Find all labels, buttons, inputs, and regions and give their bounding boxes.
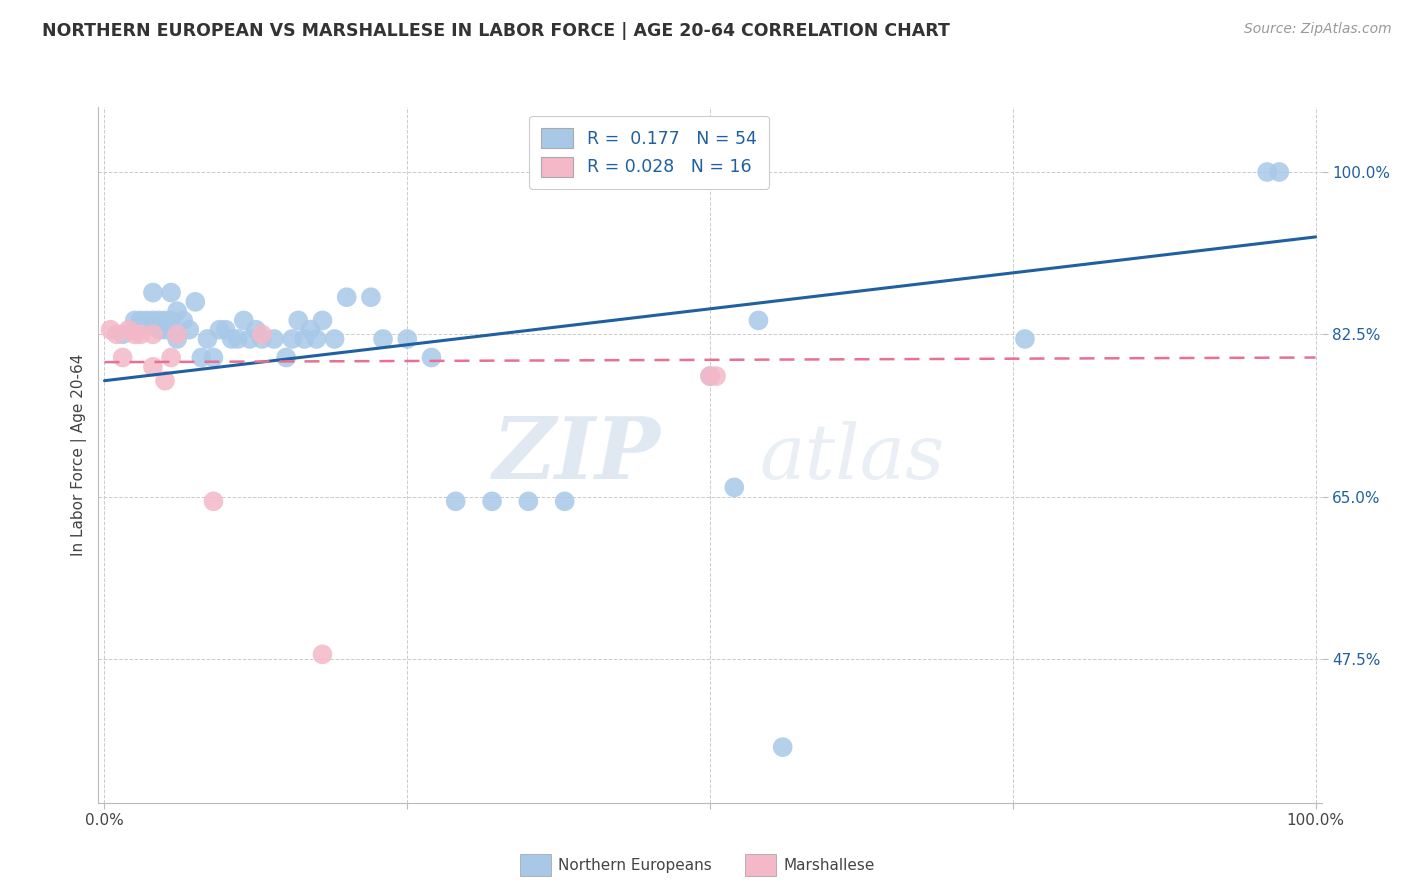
Point	[142, 359, 165, 374]
Point	[129, 318, 152, 332]
Point	[360, 290, 382, 304]
Point	[124, 327, 146, 342]
Text: Marshallese: Marshallese	[783, 858, 875, 872]
Point	[111, 327, 134, 342]
Point	[172, 313, 194, 327]
Point	[517, 494, 540, 508]
Point	[323, 332, 346, 346]
Point	[190, 351, 212, 365]
Point	[221, 332, 243, 346]
Point	[276, 351, 298, 365]
Point	[166, 304, 188, 318]
Point	[208, 323, 231, 337]
Point	[723, 480, 745, 494]
Point	[148, 323, 170, 337]
Point	[226, 332, 249, 346]
Legend: R =  0.177   N = 54, R = 0.028   N = 16: R = 0.177 N = 54, R = 0.028 N = 16	[529, 116, 769, 189]
Point	[124, 313, 146, 327]
Point	[184, 294, 207, 309]
Point	[148, 313, 170, 327]
Point	[160, 285, 183, 300]
Point	[311, 313, 333, 327]
Point	[166, 327, 188, 342]
Point	[1256, 165, 1278, 179]
Point	[111, 351, 134, 365]
Point	[179, 323, 201, 337]
Y-axis label: In Labor Force | Age 20-64: In Labor Force | Age 20-64	[72, 354, 87, 556]
Point	[129, 327, 152, 342]
Point	[129, 313, 152, 327]
Point	[250, 332, 273, 346]
Text: ZIP: ZIP	[494, 413, 661, 497]
Point	[747, 313, 769, 327]
Point	[160, 351, 183, 365]
Point	[135, 313, 157, 327]
Point	[481, 494, 503, 508]
Point	[142, 327, 165, 342]
Point	[444, 494, 467, 508]
Point	[197, 332, 219, 346]
Text: NORTHERN EUROPEAN VS MARSHALLESE IN LABOR FORCE | AGE 20-64 CORRELATION CHART: NORTHERN EUROPEAN VS MARSHALLESE IN LABO…	[42, 22, 950, 40]
Point	[250, 327, 273, 342]
Point	[153, 323, 176, 337]
Point	[311, 648, 333, 662]
Point	[281, 332, 304, 346]
Point	[202, 351, 225, 365]
Point	[202, 494, 225, 508]
Point	[1268, 165, 1291, 179]
Point	[420, 351, 443, 365]
Point	[118, 323, 141, 337]
Point	[105, 327, 128, 342]
Point	[554, 494, 576, 508]
Point	[232, 313, 254, 327]
Point	[142, 285, 165, 300]
Point	[699, 369, 721, 384]
Point	[292, 332, 315, 346]
Point	[153, 374, 176, 388]
Point	[166, 332, 188, 346]
Point	[704, 369, 727, 384]
Point	[153, 313, 176, 327]
Point	[305, 332, 328, 346]
Point	[699, 369, 721, 384]
Point	[772, 740, 794, 755]
Point	[299, 323, 322, 337]
Point	[160, 313, 183, 327]
Point	[371, 332, 394, 346]
Point	[336, 290, 359, 304]
Point	[100, 323, 122, 337]
Text: atlas: atlas	[759, 421, 945, 495]
Point	[142, 313, 165, 327]
Text: Northern Europeans: Northern Europeans	[558, 858, 711, 872]
Point	[239, 332, 262, 346]
Point	[263, 332, 285, 346]
Point	[287, 313, 309, 327]
Point	[214, 323, 236, 337]
Text: Source: ZipAtlas.com: Source: ZipAtlas.com	[1244, 22, 1392, 37]
Point	[245, 323, 267, 337]
Point	[1014, 332, 1036, 346]
Point	[396, 332, 419, 346]
